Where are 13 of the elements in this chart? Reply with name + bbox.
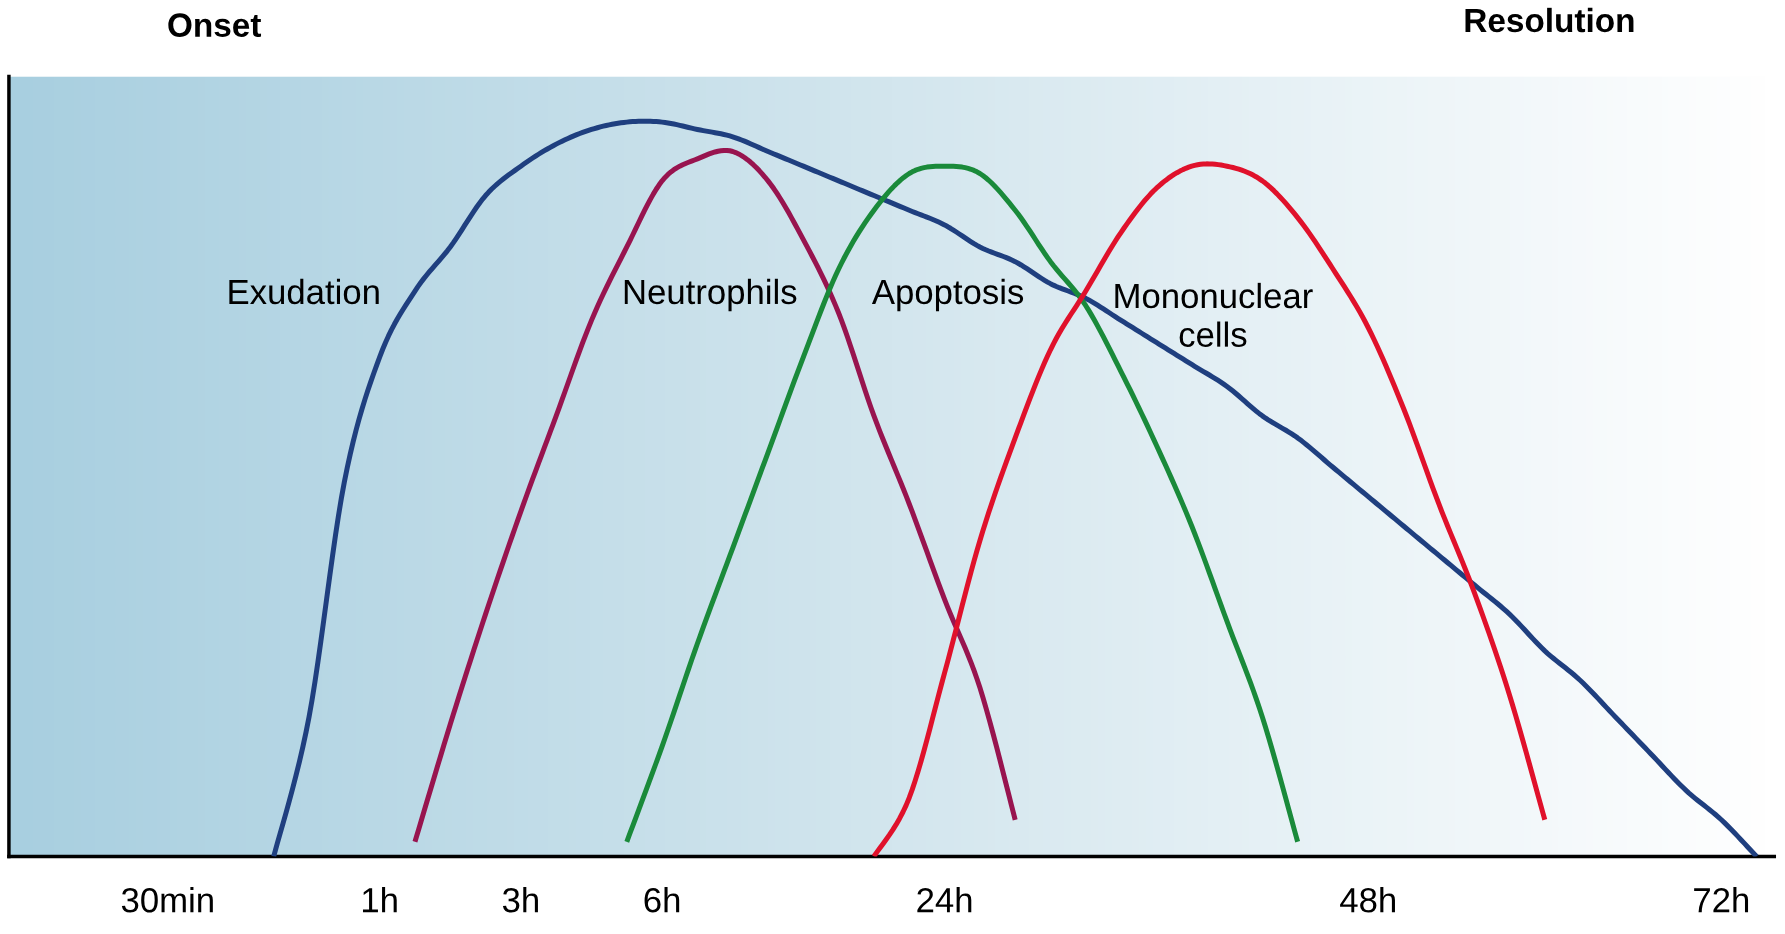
annotation: Apoptosis <box>871 278 1024 312</box>
text: Onset <box>168 13 262 37</box>
text: Resolution <box>1465 7 1634 33</box>
x-tick-label: 72h <box>1694 887 1749 913</box>
x-tick-label: 6h <box>644 887 680 913</box>
annotation: Exudation <box>229 278 379 305</box>
x-tick-label: 3h <box>502 887 538 913</box>
x-tick-label: 1h <box>362 887 397 913</box>
x-tick-label: 24h <box>917 887 972 913</box>
x-tick-label: 30min <box>121 887 213 913</box>
annotation: Mononuclear cells <box>1115 282 1313 347</box>
annotation: Neutrophils <box>624 278 797 312</box>
x-tick-label: 48h <box>1340 887 1395 913</box>
